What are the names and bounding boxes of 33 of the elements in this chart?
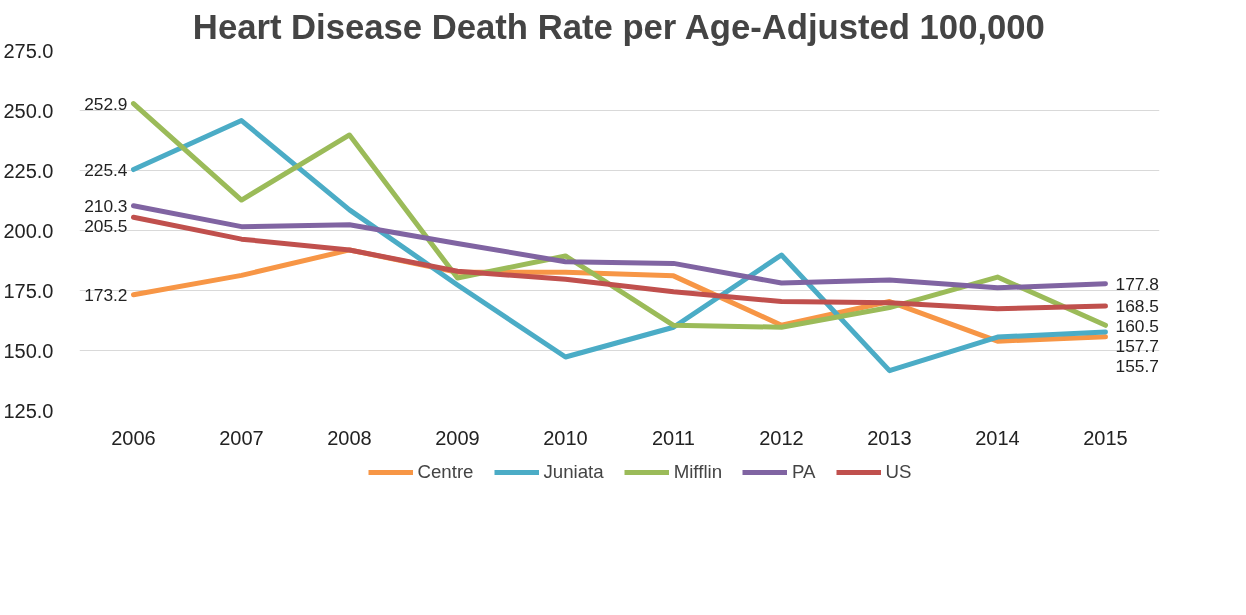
x-tick-label: 2012	[759, 426, 804, 449]
legend-label: Juniata	[543, 461, 604, 483]
x-tick-label: 2013	[867, 426, 912, 449]
data-label: 177.8	[1115, 273, 1159, 294]
y-tick-label: 150.0	[3, 339, 54, 362]
data-label: 252.9	[84, 93, 128, 114]
x-tick-label: 2008	[327, 426, 372, 449]
x-tick-label: 2011	[652, 426, 696, 449]
data-label: 225.4	[84, 159, 128, 180]
y-tick-label: 225.0	[3, 159, 54, 182]
data-label: 168.5	[1115, 296, 1159, 317]
x-tick-label: 2006	[111, 426, 156, 449]
y-tick-label: 175.0	[3, 279, 54, 302]
data-label: 160.5	[1115, 316, 1159, 337]
legend-label: Centre	[417, 461, 474, 483]
legend-label: Mifflin	[673, 461, 723, 483]
data-label: 205.5	[84, 215, 128, 236]
x-tick-label: 2015	[1083, 426, 1128, 449]
legend-label: US	[885, 461, 912, 483]
data-label: 157.7	[1115, 336, 1159, 357]
chart-title: Heart Disease Death Rate per Age-Adjusted 100,000	[192, 7, 1045, 46]
x-tick-label: 2009	[435, 426, 480, 449]
y-tick-label: 200.0	[3, 219, 54, 242]
x-tick-label: 2014	[975, 426, 1020, 449]
y-tick-label: 125.0	[3, 399, 54, 422]
y-tick-label: 250.0	[3, 99, 54, 122]
data-label: 210.3	[84, 195, 128, 216]
x-tick-label: 2007	[219, 426, 264, 449]
x-tick-label: 2010	[543, 426, 588, 449]
data-label: 155.7	[1115, 356, 1159, 377]
data-label: 173.2	[84, 284, 128, 305]
legend-label: PA	[792, 461, 816, 483]
y-tick-label: 275.0	[3, 39, 54, 62]
